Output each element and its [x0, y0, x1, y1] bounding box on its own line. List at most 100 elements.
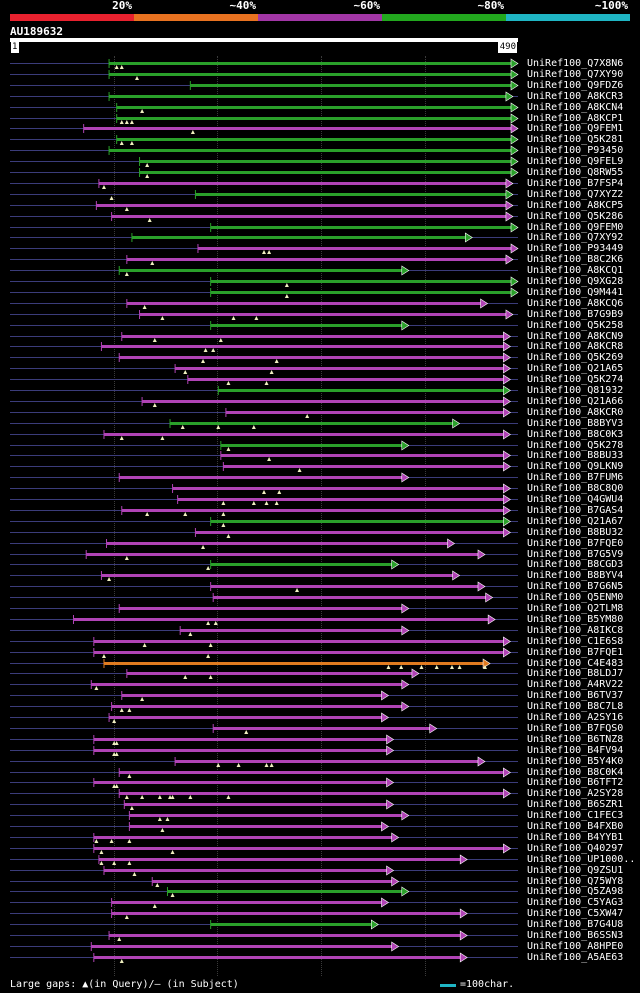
hit-bar[interactable]: [119, 770, 505, 774]
hit-label-link[interactable]: UniRef100_B6SZR1: [527, 799, 624, 811]
hit-bar[interactable]: [83, 127, 512, 131]
hit-label-link[interactable]: UniRef100_UP1000..: [527, 853, 636, 865]
hit-label-link[interactable]: UniRef100_A2SY28: [527, 788, 624, 800]
hit-label-link[interactable]: UniRef100_A8KCQ6: [527, 297, 624, 309]
hit-label-link[interactable]: UniRef100_Q5K258: [527, 319, 624, 331]
hit-bar[interactable]: [213, 726, 431, 730]
hit-bar[interactable]: [225, 410, 505, 414]
hit-label-link[interactable]: UniRef100_Q9M441: [527, 286, 624, 298]
hit-bar[interactable]: [210, 290, 512, 294]
hit-label-link[interactable]: UniRef100_B7FQS0: [527, 722, 624, 734]
hit-bar[interactable]: [187, 378, 505, 382]
hit-label-link[interactable]: UniRef100_B8C7L8: [527, 701, 624, 713]
hit-label-link[interactable]: UniRef100_Q21A66: [527, 395, 624, 407]
hit-bar[interactable]: [119, 476, 403, 480]
hit-label-link[interactable]: UniRef100_C4E483: [527, 657, 624, 669]
hit-bar[interactable]: [106, 541, 449, 545]
hit-bar[interactable]: [101, 574, 454, 578]
hit-label-link[interactable]: UniRef100_P93449: [527, 243, 624, 255]
hit-label-link[interactable]: UniRef100_A8KCP1: [527, 112, 624, 124]
hit-bar[interactable]: [93, 846, 505, 850]
hit-bar[interactable]: [131, 236, 467, 240]
hit-bar[interactable]: [210, 519, 505, 523]
hit-label-link[interactable]: UniRef100_Q9FEM0: [527, 221, 624, 233]
hit-label-link[interactable]: UniRef100_Q9FEL9: [527, 156, 624, 168]
hit-label-link[interactable]: UniRef100_Q21A67: [527, 515, 624, 527]
hit-label-link[interactable]: UniRef100_Q7X8N6: [527, 58, 624, 69]
hit-bar[interactable]: [109, 934, 462, 937]
hit-label-link[interactable]: UniRef100_Q7XY90: [527, 68, 624, 80]
hit-label-link[interactable]: UniRef100_Q40297: [527, 842, 624, 854]
hit-label-link[interactable]: UniRef100_C5XW47: [527, 908, 624, 920]
hit-label-link[interactable]: UniRef100_B5YM80: [527, 613, 624, 625]
hit-label-link[interactable]: UniRef100_B7FQE0: [527, 537, 624, 549]
hit-bar[interactable]: [91, 683, 403, 687]
hit-bar[interactable]: [210, 585, 479, 589]
hit-label-link[interactable]: UniRef100_B6TV37: [527, 690, 624, 702]
hit-label-link[interactable]: UniRef100_A2SY16: [527, 712, 624, 723]
hit-bar[interactable]: [195, 530, 505, 534]
hit-bar[interactable]: [167, 890, 403, 894]
hit-label-link[interactable]: UniRef100_B7G9B9: [527, 308, 624, 320]
hit-bar[interactable]: [103, 868, 388, 872]
hit-label-link[interactable]: UniRef100_B8BYV4: [527, 570, 624, 582]
hit-label-link[interactable]: UniRef100_A8KCN9: [527, 330, 624, 342]
hit-label-link[interactable]: UniRef100_A8KCR0: [527, 406, 624, 418]
hit-label-link[interactable]: UniRef100_Q9ZSU1: [527, 864, 624, 876]
hit-label-link[interactable]: UniRef100_B7FSP4: [527, 177, 624, 189]
hit-label-link[interactable]: UniRef100_A8KCQ1: [527, 265, 624, 277]
hit-label-link[interactable]: UniRef100_B7G4U8: [527, 919, 624, 931]
hit-bar[interactable]: [109, 149, 512, 153]
hit-bar[interactable]: [126, 672, 413, 676]
hit-bar[interactable]: [111, 912, 462, 916]
hit-label-link[interactable]: UniRef100_A8KCN4: [527, 101, 624, 113]
hit-label-link[interactable]: UniRef100_B7GAS4: [527, 504, 624, 516]
hit-label-link[interactable]: UniRef100_Q2TLM8: [527, 603, 624, 614]
hit-bar[interactable]: [213, 596, 487, 600]
hit-bar[interactable]: [119, 607, 403, 610]
hit-bar[interactable]: [93, 737, 388, 741]
hit-label-link[interactable]: UniRef100_A4RV22: [527, 679, 624, 691]
hit-label-link[interactable]: UniRef100_B8BU32: [527, 526, 624, 538]
hit-label-link[interactable]: UniRef100_Q21A65: [527, 363, 624, 375]
hit-bar[interactable]: [172, 487, 505, 491]
hit-bar[interactable]: [103, 432, 505, 436]
hit-label-link[interactable]: UniRef100_B6TNZ8: [527, 733, 624, 745]
hit-bar[interactable]: [220, 443, 403, 447]
hit-label-link[interactable]: UniRef100_B6SSN3: [527, 930, 624, 941]
hit-label-link[interactable]: UniRef100_Q8RW55: [527, 167, 624, 178]
hit-label-link[interactable]: UniRef100_Q7XYZ2: [527, 188, 624, 200]
hit-bar[interactable]: [93, 650, 505, 654]
hit-label-link[interactable]: UniRef100_B5Y4K0: [527, 755, 624, 767]
hit-label-link[interactable]: UniRef100_B6TFT2: [527, 777, 624, 789]
hit-label-link[interactable]: UniRef100_A8KCR8: [527, 341, 624, 353]
hit-label-link[interactable]: UniRef100_B8C8Q0: [527, 483, 624, 495]
hit-bar[interactable]: [210, 323, 403, 327]
hit-label-link[interactable]: UniRef100_B7G5V9: [527, 548, 624, 560]
hit-bar[interactable]: [121, 508, 505, 512]
hit-label-link[interactable]: UniRef100_Q5K269: [527, 352, 624, 364]
hit-label-link[interactable]: UniRef100_C1E6S8: [527, 635, 624, 647]
hit-bar[interactable]: [93, 781, 388, 785]
hit-bar[interactable]: [210, 923, 373, 927]
hit-label-link[interactable]: UniRef100_Q5ZA98: [527, 886, 624, 898]
hit-label-link[interactable]: UniRef100_Q5K286: [527, 210, 624, 222]
hit-label-link[interactable]: UniRef100_Q81932: [527, 385, 624, 396]
hit-label-link[interactable]: UniRef100_B8CGD3: [527, 559, 624, 571]
hit-label-link[interactable]: UniRef100_B8C0K3: [527, 428, 624, 440]
hit-bar[interactable]: [93, 955, 462, 959]
hit-bar[interactable]: [175, 367, 505, 371]
hit-bar[interactable]: [119, 269, 403, 273]
hit-label-link[interactable]: UniRef100_B8C2K6: [527, 254, 624, 266]
hit-bar[interactable]: [111, 705, 403, 709]
hit-label-link[interactable]: UniRef100_B8C0K4: [527, 766, 624, 778]
hit-bar[interactable]: [111, 214, 507, 218]
hit-bar[interactable]: [73, 617, 490, 621]
hit-label-link[interactable]: UniRef100_B4FV94: [527, 744, 624, 756]
hit-bar[interactable]: [139, 312, 507, 316]
hit-bar[interactable]: [98, 181, 507, 185]
hit-bar[interactable]: [109, 72, 512, 76]
hit-bar[interactable]: [109, 94, 507, 98]
hit-label-link[interactable]: UniRef100_B8BU33: [527, 450, 624, 462]
hit-bar[interactable]: [129, 814, 403, 818]
